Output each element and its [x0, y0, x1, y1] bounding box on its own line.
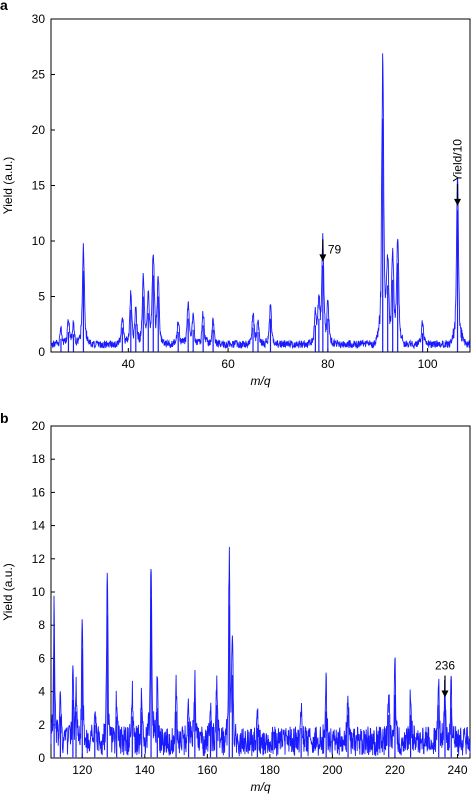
panel-a-x-tick-label: 100 — [418, 357, 438, 371]
panel-a-annotation-label: 79 — [328, 242, 342, 256]
panel-a-y-tick-label: 15 — [32, 179, 46, 193]
panel-label-b: b — [0, 410, 9, 426]
panel-label-a: a — [0, 0, 8, 13]
panel-a-plot-frame — [50, 18, 471, 353]
panel-b-y-axis-label: Yield (a.u.) — [1, 563, 15, 621]
panel-b-y-tick-label: 6 — [38, 651, 45, 665]
panel-a-x-tick-label: 80 — [321, 357, 335, 371]
panel-b-spectrum-line — [50, 546, 471, 757]
panel-b-y-tick-label: 14 — [32, 519, 46, 533]
panel-b-y-tick-label: 4 — [38, 685, 45, 699]
panel-b-y-tick-label: 16 — [32, 485, 46, 499]
panel-b-x-tick-label: 120 — [72, 763, 92, 777]
panel-a-y-tick-label: 30 — [32, 12, 46, 26]
panel-b-x-tick-label: 140 — [135, 763, 155, 777]
panel-a-annotation-arrowhead — [454, 198, 462, 206]
panel-b-y-tick-label: 10 — [32, 585, 46, 599]
panel-b-plot-frame — [50, 425, 471, 759]
panel-b-x-tick-label: 180 — [260, 763, 280, 777]
panel-a-y-tick-label: 0 — [38, 345, 45, 359]
panel-a-y-tick-label: 10 — [32, 234, 46, 248]
panel-a-spectrum-line — [50, 53, 471, 350]
panel-a-annotation-label: Yield/10 — [451, 139, 465, 182]
panel-b-y-tick-label: 18 — [32, 452, 46, 466]
panel-a-y-tick-label: 5 — [38, 290, 45, 304]
panel-b-y-tick-label: 8 — [38, 618, 45, 632]
panel-a-x-axis-label: m/q — [250, 374, 270, 388]
panel-b-x-axis-label: m/q — [250, 780, 270, 794]
panel-b-y-tick-label: 2 — [38, 718, 45, 732]
panel-a-annotation-arrowhead — [319, 254, 327, 262]
panel-b-x-tick-label: 220 — [385, 763, 405, 777]
panel-b-x-tick-label: 240 — [447, 763, 467, 777]
panel-a-y-tick-label: 25 — [32, 68, 46, 82]
panel-b-x-tick-label: 200 — [322, 763, 342, 777]
panel-b-annotation-arrowhead — [441, 690, 449, 698]
panel-a-x-tick-label: 60 — [221, 357, 235, 371]
panel-a-y-axis-label: Yield (a.u.) — [1, 157, 15, 215]
panel-b-y-tick-label: 20 — [32, 419, 46, 433]
panel-b-x-tick-label: 160 — [197, 763, 217, 777]
panel-b-annotation-label: 236 — [435, 659, 455, 673]
panel-b-y-tick-label: 0 — [38, 751, 45, 765]
panel-a-y-tick-label: 20 — [32, 123, 46, 137]
panel-a-x-tick-label: 40 — [122, 357, 136, 371]
panel-b-y-tick-label: 12 — [32, 552, 46, 566]
